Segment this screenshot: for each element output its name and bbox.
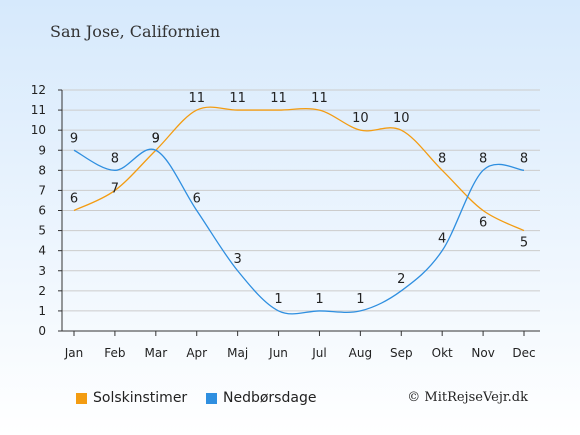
sun-data-label: 11: [270, 91, 287, 106]
x-tick-label: Feb: [104, 346, 125, 360]
sun-line: [73, 106, 525, 232]
y-tick-label: 12: [31, 83, 46, 97]
legend-item-rain: Nedbørsdage: [206, 390, 316, 406]
sun-data-label: 11: [311, 91, 328, 106]
sun-data-label: 11: [188, 91, 205, 106]
rain-data-label: 4: [438, 232, 446, 247]
y-tick-label: 3: [38, 264, 46, 278]
credit-link[interactable]: © MitRejseVejr.dk: [407, 390, 528, 405]
x-tick-label: Dec: [512, 346, 535, 360]
x-tick-label: Okt: [432, 346, 453, 360]
x-tick-label: Maj: [227, 346, 248, 360]
sun-data-label: 11: [229, 91, 246, 106]
legend-label-sun: Solskinstimer: [93, 390, 188, 406]
x-tick-label: Aug: [349, 346, 372, 360]
x-tick-label: Nov: [471, 346, 494, 360]
x-tick-label: Apr: [186, 346, 207, 360]
sun-data-label: 7: [111, 181, 119, 196]
y-tick-label: 4: [38, 244, 46, 258]
legend-item-sun: Solskinstimer: [76, 390, 187, 406]
y-tick-label: 7: [38, 183, 46, 197]
sun-data-label: 6: [479, 216, 487, 231]
x-tick-label: Jul: [311, 346, 326, 360]
rain-data-label: 3: [233, 252, 241, 267]
y-tick-label: 9: [38, 143, 46, 157]
rain-data-label: 6: [193, 192, 201, 207]
y-tick-label: 6: [38, 204, 46, 218]
rain-data-label: 1: [315, 292, 323, 307]
rain-data-label: 8: [111, 151, 119, 166]
y-tick-label: 5: [38, 224, 46, 238]
y-tick-label: 1: [38, 304, 46, 318]
y-tick-label: 10: [31, 123, 46, 137]
legend-swatch-rain: [206, 392, 217, 404]
x-tick-label: Mar: [144, 346, 167, 360]
y-tick-label: 2: [38, 284, 46, 298]
sun-data-label: 9: [152, 131, 160, 146]
rain-data-label: 9: [152, 131, 160, 146]
y-tick-label: 8: [38, 163, 46, 177]
y-tick-label: 11: [31, 103, 46, 117]
rain-data-label: 9: [70, 131, 78, 146]
rain-data-label: 8: [479, 151, 487, 166]
sun-data-label: 10: [352, 111, 369, 126]
chart-title: San Jose, Californien: [50, 22, 221, 41]
legend-label-rain: Nedbørsdage: [223, 390, 317, 406]
rain-data-label: 8: [520, 151, 528, 166]
sun-data-label: 6: [70, 192, 78, 207]
x-tick-label: Sep: [390, 346, 413, 360]
rain-data-label: 1: [356, 292, 364, 307]
sun-data-label: 5: [520, 236, 528, 251]
sun-data-label: 8: [438, 151, 446, 166]
grid: [62, 89, 540, 332]
y-tick-label: 0: [38, 324, 46, 338]
rain-data-label: 1: [274, 292, 282, 307]
x-tick-label: Jan: [64, 346, 84, 360]
rain-line: [73, 148, 525, 315]
legend-swatch-sun: [76, 392, 87, 404]
series-lines: [73, 106, 525, 315]
sun-data-label: 10: [393, 111, 410, 126]
rain-data-label: 2: [397, 272, 405, 287]
x-tick-label: Jun: [268, 346, 288, 360]
